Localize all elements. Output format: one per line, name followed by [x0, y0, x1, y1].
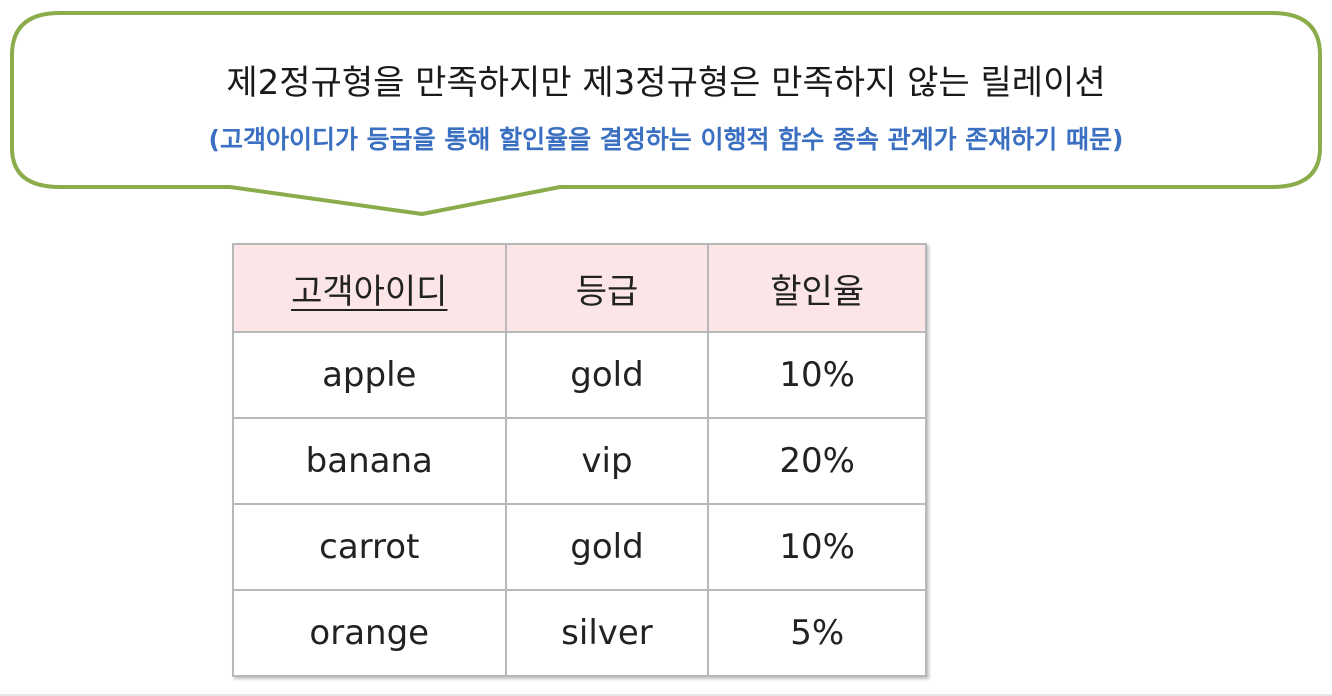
cell-customer-id: banana [232, 417, 507, 505]
table-header-row: 고객아이디 등급 할인율 [232, 243, 927, 333]
callout-bubble-outline [10, 11, 1322, 216]
header-grade: 등급 [504, 243, 710, 333]
cell-grade: gold [504, 503, 710, 591]
table-row: apple gold 10% [232, 331, 927, 419]
cell-discount-rate: 5% [707, 589, 927, 677]
relation-table: 고객아이디 등급 할인율 apple gold 10% banana vip 2… [232, 243, 927, 677]
cell-customer-id: apple [232, 331, 507, 419]
bottom-divider [0, 694, 1332, 696]
callout-title: 제2정규형을 만족하지만 제3정규형은 만족하지 않는 릴레이션 [226, 63, 1106, 103]
cell-customer-id: carrot [232, 503, 507, 591]
cell-grade: silver [504, 589, 710, 677]
cell-customer-id: orange [232, 589, 507, 677]
table-row: carrot gold 10% [232, 503, 927, 591]
table-row: orange silver 5% [232, 589, 927, 677]
header-customer-id: 고객아이디 [232, 243, 507, 333]
cell-discount-rate: 20% [707, 417, 927, 505]
table-row: banana vip 20% [232, 417, 927, 505]
cell-discount-rate: 10% [707, 331, 927, 419]
cell-grade: gold [504, 331, 710, 419]
header-discount-rate: 할인율 [707, 243, 927, 333]
cell-discount-rate: 10% [707, 503, 927, 591]
callout-bubble [10, 11, 1322, 216]
primary-key-label: 고객아이디 [291, 271, 448, 312]
cell-grade: vip [504, 417, 710, 505]
callout-subtitle: (고객아이디가 등급을 통해 할인율을 결정하는 이행적 함수 종속 관계가 존… [208, 125, 1124, 154]
